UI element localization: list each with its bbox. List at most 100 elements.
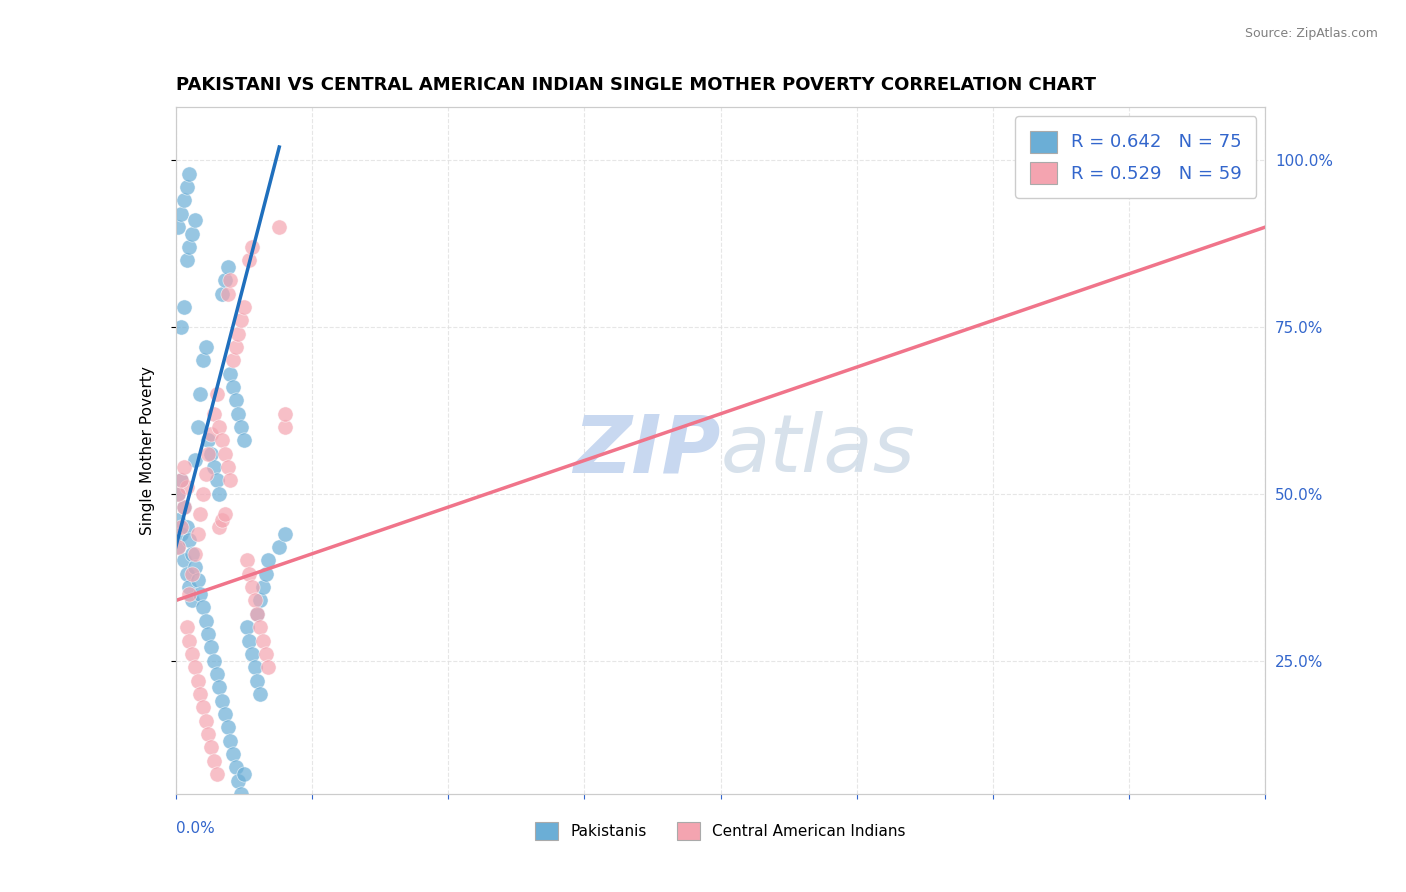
Point [202,653,225,667]
Point [170,207,193,221]
Point [222,353,245,368]
Point [186,420,209,434]
Point [197,434,219,448]
Point [211,286,233,301]
Point [217,260,239,274]
Point [243,593,266,607]
Point [202,407,225,421]
Point [205,767,228,781]
Point [191,487,214,501]
Point [249,593,271,607]
Point [188,587,211,601]
Point [202,460,225,475]
Point [269,540,291,554]
Point [188,386,211,401]
Point [217,286,239,301]
Point [194,467,217,481]
Point [181,566,204,581]
Point [167,540,190,554]
Point [217,460,239,475]
Point [170,520,193,534]
Point [222,747,245,761]
Point [194,340,217,354]
Point [211,693,233,707]
Point [197,627,219,641]
Point [191,353,214,368]
Point [214,706,236,721]
Point [176,566,198,581]
Point [240,240,263,254]
Point [208,420,231,434]
Point [246,607,269,621]
Point [208,487,231,501]
Point [176,180,198,194]
Point [167,540,190,554]
Point [186,673,209,688]
Point [181,227,204,241]
Point [238,633,260,648]
Point [219,733,242,747]
Point [176,480,198,494]
Point [173,553,195,567]
Point [231,313,253,327]
Point [179,580,201,594]
Point [225,340,247,354]
Point [170,474,193,488]
Point [254,566,277,581]
Point [200,640,222,655]
Point [186,574,209,588]
Point [211,513,233,527]
Point [228,326,250,341]
Point [254,647,277,661]
Point [249,620,271,634]
Point [197,447,219,461]
Point [225,393,247,408]
Point [205,474,228,488]
Point [225,760,247,774]
Point [181,547,204,561]
Point [194,714,217,728]
Point [252,633,274,648]
Point [179,167,201,181]
Point [232,767,254,781]
Point [208,520,231,534]
Point [167,487,190,501]
Point [184,560,207,574]
Point [243,660,266,674]
Y-axis label: Single Mother Poverty: Single Mother Poverty [141,366,155,535]
Text: 0.0%: 0.0% [176,822,215,837]
Point [217,720,239,734]
Point [170,526,193,541]
Text: atlas: atlas [721,411,915,490]
Point [176,620,198,634]
Point [202,754,225,768]
Point [240,647,263,661]
Point [173,460,195,475]
Point [240,580,263,594]
Point [186,526,209,541]
Point [184,660,207,674]
Point [188,507,211,521]
Point [200,426,222,441]
Point [179,587,201,601]
Text: ZIP: ZIP [574,411,721,490]
Text: Source: ZipAtlas.com: Source: ZipAtlas.com [1244,27,1378,40]
Point [170,320,193,334]
Point [200,740,222,755]
Point [232,300,254,314]
Point [219,474,242,488]
Point [208,680,231,694]
Point [194,614,217,628]
Point [179,240,201,254]
Point [197,727,219,741]
Point [173,300,195,314]
Point [257,553,280,567]
Point [167,513,190,527]
Point [173,500,195,515]
Point [252,580,274,594]
Point [184,547,207,561]
Point [214,447,236,461]
Text: PAKISTANI VS CENTRAL AMERICAN INDIAN SINGLE MOTHER POVERTY CORRELATION CHART: PAKISTANI VS CENTRAL AMERICAN INDIAN SIN… [176,77,1095,95]
Point [246,607,269,621]
Point [214,507,236,521]
